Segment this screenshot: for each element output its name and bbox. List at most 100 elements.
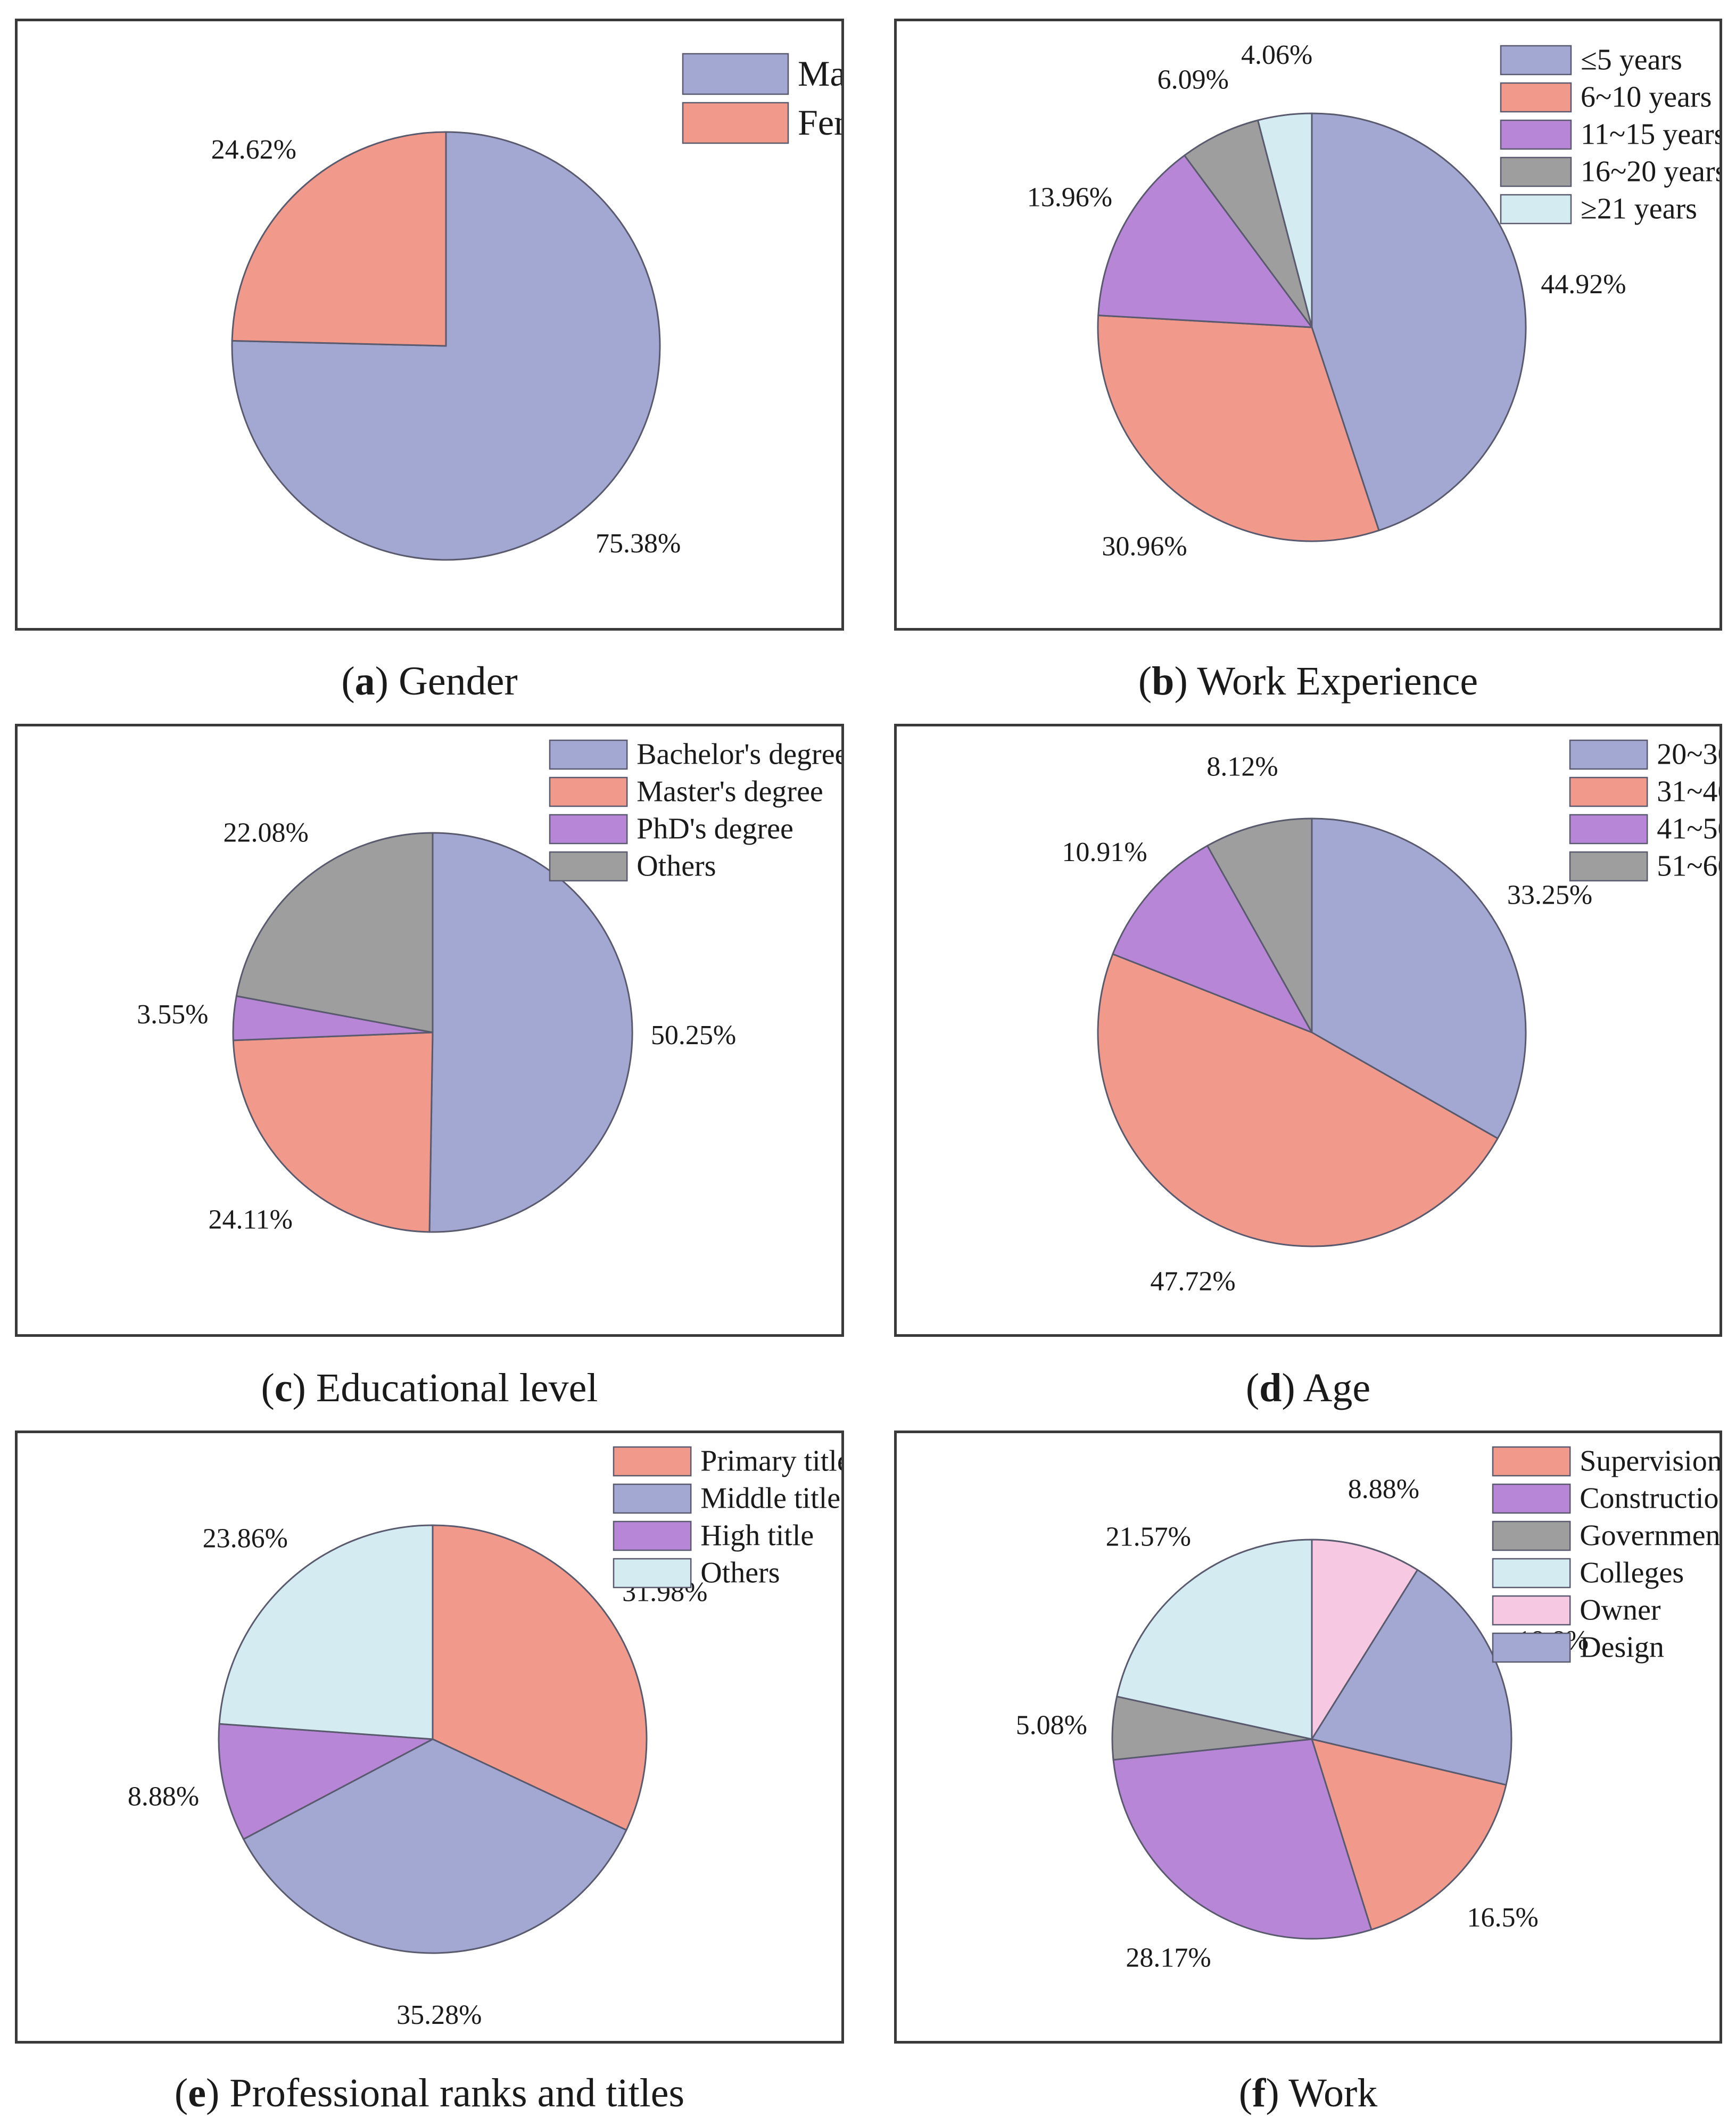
legend-label-11-15-years: 11~15 years xyxy=(1581,118,1720,151)
legend-label-female: Female xyxy=(798,102,841,143)
chart-panel-professional-titles: 31.98% 35.28% 8.88% 23.86% Primary title Midd… xyxy=(15,1431,844,2044)
pie-chart-d: 33.25% 47.72% 10.91% 8.12% 20~30 31~40 41~50 51… xyxy=(1062,738,1720,1296)
legend-swatch-phd-s-degree xyxy=(549,814,628,845)
data-label-16-20-years: 6.09% xyxy=(1158,65,1229,95)
legend-swatch-female xyxy=(682,102,789,144)
pie-slice-bachelor-s-degree xyxy=(428,832,633,1233)
data-label-colleges: 21.57% xyxy=(1106,1522,1191,1552)
legend-label-middle-title: Middle title xyxy=(700,1482,840,1515)
legend-swatch-others xyxy=(549,851,628,882)
legend: Primary title Middle title High title Other… xyxy=(613,1444,841,1589)
pie-slice-others xyxy=(235,832,434,1033)
chart-panel-work: 8.88%19.8%16.5%28.17%5.08%21.57%Supervis… xyxy=(894,1431,1722,2044)
pie-slice-31-40 xyxy=(1097,953,1499,1247)
data-label-others: 22.08% xyxy=(224,817,309,848)
legend: Bachelor's degree Master's degree PhD's de… xyxy=(549,738,841,882)
legend-label-master-s-degree: Master's degree xyxy=(636,775,823,808)
caption-gender: (a) Gender xyxy=(341,659,518,704)
caption-work-experience: (b) Work Experience xyxy=(1138,659,1478,704)
data-label-high-title: 8.88% xyxy=(128,1781,199,1812)
legend-swatch-primary-title xyxy=(613,1446,692,1477)
legend-swatch-high-title xyxy=(613,1520,692,1551)
legend-label-male: Male xyxy=(798,53,841,94)
data-label-supervision: 16.5% xyxy=(1467,1903,1539,1933)
legend-label-construction: Construction xyxy=(1580,1482,1720,1515)
legend-swatch-construction xyxy=(1492,1483,1571,1514)
data-label-51-60: 8.12% xyxy=(1206,752,1278,782)
data-label-11-15-years: 13.96% xyxy=(1027,183,1112,213)
pie-slice-6-10-years xyxy=(1097,315,1380,542)
legend-label-owner: Owner xyxy=(1580,1593,1661,1626)
legend: Supervision Construction Government College… xyxy=(1492,1444,1720,1664)
caption-work: (f) Work xyxy=(1238,2071,1378,2115)
legend: ≤5 years 6~10 years 11~15 years 16~20 years… xyxy=(1500,43,1720,225)
pie-slice-middle-title xyxy=(243,1738,627,1954)
pie-slice-construction xyxy=(1112,1738,1373,1940)
pie-slice-16-20-years xyxy=(1184,119,1313,328)
legend-swatch-5-years xyxy=(1500,45,1572,76)
pie-slice-others xyxy=(218,1524,434,1740)
legend-swatch-31-40 xyxy=(1569,776,1648,807)
data-label-middle-title: 35.28% xyxy=(396,2000,482,2030)
pie-slice-5-years xyxy=(1311,112,1527,532)
pie-slice-colleges xyxy=(1116,1539,1313,1740)
legend-swatch-middle-title xyxy=(613,1483,692,1514)
legend-label-primary-title: Primary title xyxy=(700,1444,841,1477)
legend: Male Female xyxy=(682,53,841,144)
legend-swatch-41-50 xyxy=(1569,814,1648,845)
pie-chart-e: 31.98%35.28%8.88%23.86%Primary titleMidd… xyxy=(128,1444,841,2030)
pie-slice-21-years xyxy=(1257,112,1313,328)
legend-label-21-years: ≥21 years xyxy=(1581,192,1697,225)
legend-label-design: Design xyxy=(1580,1631,1664,1664)
data-label-20-30: 33.25% xyxy=(1507,880,1592,910)
data-label-31-40: 47.72% xyxy=(1150,1266,1235,1296)
pie-chart-c: 50.25% 24.11% 3.55% 22.08% Bachelor's degree… xyxy=(137,738,841,1235)
legend-swatch-male xyxy=(682,53,789,95)
pie-slice-51-60 xyxy=(1206,817,1313,1033)
legend-label-51-60: 51~60 xyxy=(1657,849,1720,882)
legend-swatch-11-15-years xyxy=(1500,119,1572,150)
data-label-bachelor-s-degree: 50.25% xyxy=(651,1020,736,1051)
legend-label-colleges: Colleges xyxy=(1580,1556,1684,1589)
legend-swatch-20-30 xyxy=(1569,739,1648,770)
pie-slice-master-s-degree xyxy=(232,1031,434,1233)
legend-label-41-50: 41~50 xyxy=(1657,812,1720,845)
legend: 20~30 31~40 41~50 51~60 xyxy=(1569,738,1720,882)
pie-slice-female xyxy=(231,131,447,347)
legend-label-others: Others xyxy=(636,849,716,882)
legend-swatch-colleges xyxy=(1492,1558,1571,1589)
pie-slice-41-50 xyxy=(1112,845,1313,1033)
chart-panel-educational-level: 50.25% 24.11% 3.55% 22.08% Bachelor's degree… xyxy=(15,724,844,1337)
pie-chart-a: 75.38% 24.62% Male Female xyxy=(211,53,841,561)
legend-label-high-title: High title xyxy=(700,1519,814,1552)
legend-swatch-master-s-degree xyxy=(549,776,628,807)
legend-swatch-design xyxy=(1492,1632,1571,1663)
pie-slice-primary-title xyxy=(432,1524,648,1831)
data-label-master-s-degree: 24.11% xyxy=(209,1205,293,1235)
chart-panel-age: 33.25% 47.72% 10.91% 8.12% 20~30 31~40 41~50 51… xyxy=(894,724,1722,1337)
pie-slice-high-title xyxy=(218,1723,434,1840)
data-label-government: 5.08% xyxy=(1016,1710,1087,1741)
legend-label-20-30: 20~30 xyxy=(1657,738,1720,771)
chart-panel-gender: 75.38% 24.62% Male Female xyxy=(15,19,844,631)
legend-label-supervision: Supervision xyxy=(1580,1444,1720,1477)
legend-label-phd-s-degree: PhD's degree xyxy=(636,812,793,845)
pie-chart-f: 8.88%19.8%16.5%28.17%5.08%21.57%Supervis… xyxy=(1016,1444,1720,1973)
pie-slice-design xyxy=(1311,1569,1512,1786)
data-label-5-years: 44.92% xyxy=(1541,269,1626,300)
data-label-female: 24.62% xyxy=(211,135,296,165)
legend-swatch-bachelor-s-degree xyxy=(549,739,628,770)
data-label-41-50: 10.91% xyxy=(1062,837,1147,867)
data-label-6-10-years: 30.96% xyxy=(1102,531,1187,561)
chart-panel-work-experience: 44.92% 30.96% 13.96% 6.09% 4.06% ≤5 years 6~10… xyxy=(894,19,1722,631)
legend-label-6-10-years: 6~10 years xyxy=(1581,80,1712,113)
legend-swatch-owner xyxy=(1492,1595,1571,1626)
caption-professional-titles: (e) Professional ranks and titles xyxy=(174,2071,685,2115)
pie-slice-11-15-years xyxy=(1097,154,1313,328)
data-label-phd-s-degree: 3.55% xyxy=(137,999,208,1030)
data-label-owner: 8.88% xyxy=(1348,1474,1419,1504)
legend-swatch-6-10-years xyxy=(1500,82,1572,113)
legend-swatch-supervision xyxy=(1492,1446,1571,1477)
data-label-male: 75.38% xyxy=(596,528,681,559)
legend-swatch-51-60 xyxy=(1569,851,1648,882)
